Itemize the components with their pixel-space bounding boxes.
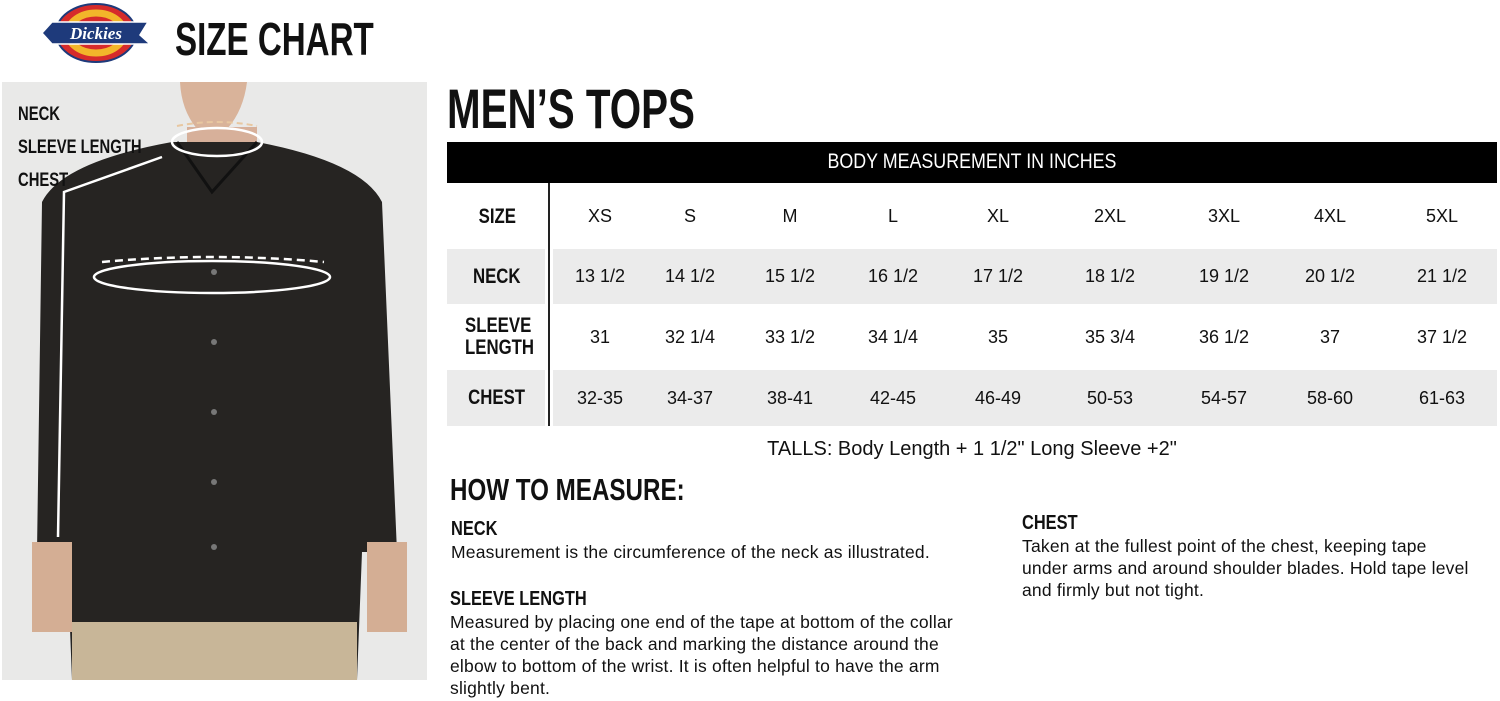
- table-row: SIZE XS S M L XL 2XL 3XL 4XL 5XL: [447, 185, 1497, 248]
- table-divider: [548, 183, 550, 426]
- row-label-text: NECK: [473, 264, 521, 288]
- row-label: SLEEVE LENGTH: [447, 305, 547, 369]
- table-cell: 4XL: [1313, 206, 1347, 226]
- row-label: NECK: [447, 249, 547, 304]
- table-cell: XL: [986, 206, 1010, 226]
- table-cell: 37 1/2: [1416, 326, 1468, 347]
- how-to-heading: SLEEVE LENGTH: [450, 588, 587, 610]
- table-cell: 37: [1319, 326, 1341, 347]
- table-row: NECK 13 1/2 14 1/2 15 1/2 16 1/2 17 1/2 18 1/2…: [447, 249, 1497, 304]
- table-cell: 35: [987, 326, 1009, 347]
- table-row: SLEEVE LENGTH 31 32 1/4 33 1/2 34 1/4 35 35 3/…: [447, 305, 1497, 369]
- how-to-sleeve-length: SLEEVE LENGTH Measured by placing one en…: [450, 588, 955, 699]
- how-to-text: Taken at the fullest point of the chest,…: [1022, 536, 1469, 600]
- table-cell: 54-57: [1200, 387, 1248, 408]
- table-cell: 42-45: [869, 387, 917, 408]
- table-header: BODY MEASUREMENT IN INCHES: [447, 142, 1497, 183]
- table-cell: 20 1/2: [1304, 266, 1356, 286]
- table-cell: 35 3/4: [1084, 326, 1136, 347]
- photo-label-sleeve-length: SLEEVE LENGTH: [18, 137, 142, 158]
- table-cell: 5XL: [1425, 206, 1459, 226]
- how-to-neck: NECK Measurement is the circumference of…: [451, 518, 991, 563]
- section-title: MEN’S TOPS: [447, 77, 695, 140]
- photo-label-neck: NECK: [18, 104, 60, 125]
- table-cell: 21 1/2: [1416, 266, 1468, 286]
- table-cell: 16 1/2: [867, 266, 919, 286]
- table-cell: 14 1/2: [664, 266, 716, 286]
- table-cell: 3XL: [1207, 206, 1241, 226]
- table-cell: 32-35: [576, 387, 624, 408]
- table-cell: 15 1/2: [764, 266, 816, 286]
- table-cell: 17 1/2: [972, 266, 1024, 286]
- table-header-text: BODY MEASUREMENT IN INCHES: [827, 150, 1117, 173]
- page-title: SIZE CHART: [175, 13, 374, 65]
- row-label: CHEST: [447, 370, 547, 426]
- how-to-text: Measured by placing one end of the tape …: [450, 612, 953, 698]
- table-cell: 46-49: [974, 387, 1022, 408]
- table-cell: 58-60: [1306, 387, 1354, 408]
- table-cell: 38-41: [766, 387, 814, 408]
- table-cell: 34 1/4: [867, 326, 919, 347]
- row-label-text: SLEEVE LENGTH: [465, 314, 535, 359]
- table-cell: 34-37: [666, 387, 714, 408]
- row-label: SIZE: [447, 185, 547, 248]
- dickies-logo: Dickies: [40, 3, 152, 63]
- row-label-text: CHEST: [468, 386, 526, 409]
- table-cell: 36 1/2: [1198, 326, 1250, 347]
- how-to-title: HOW TO MEASURE:: [450, 472, 685, 507]
- photo-label-chest: CHEST: [18, 170, 69, 191]
- row-label-text: SIZE: [478, 204, 516, 228]
- table-cell: 19 1/2: [1198, 266, 1250, 286]
- model-photo: [2, 82, 427, 680]
- table-cell: S: [683, 206, 696, 226]
- how-to-heading: NECK: [451, 518, 498, 540]
- table-cell: L: [887, 206, 898, 226]
- talls-note: TALLS: Body Length + 1 1/2" Long Sleeve …: [767, 438, 1177, 460]
- table-cell: 2XL: [1093, 206, 1127, 226]
- table-cell: 33 1/2: [764, 326, 816, 347]
- table-cell: 61-63: [1418, 387, 1466, 408]
- svg-text:Dickies: Dickies: [69, 24, 122, 43]
- table-cell: 18 1/2: [1084, 266, 1136, 286]
- table-cell: M: [782, 206, 798, 226]
- table-cell: 32 1/4: [664, 326, 716, 347]
- how-to-heading: CHEST: [1022, 512, 1078, 534]
- how-to-text: Measurement is the circumference of the …: [451, 542, 930, 562]
- table-cell: 50-53: [1086, 387, 1134, 408]
- table-cell: 13 1/2: [574, 266, 626, 286]
- how-to-chest: CHEST Taken at the fullest point of the …: [1022, 512, 1472, 601]
- table-cell: XS: [587, 206, 612, 226]
- table-row: CHEST 32-35 34-37 38-41 42-45 46-49 50-53 54-57…: [447, 370, 1497, 426]
- table-cell: 31: [589, 326, 611, 347]
